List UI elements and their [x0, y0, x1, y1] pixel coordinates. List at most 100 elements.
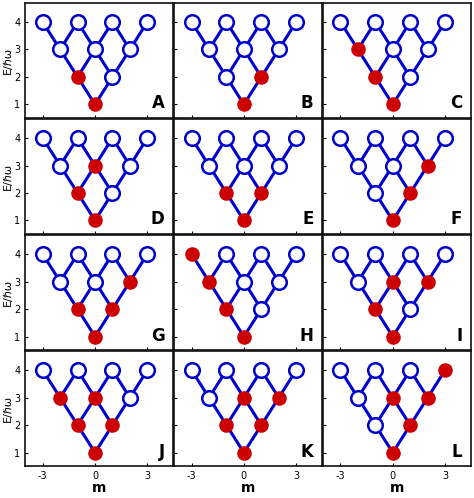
Point	[424, 277, 431, 285]
Point	[406, 73, 414, 81]
Point	[441, 134, 449, 142]
Point	[372, 73, 379, 81]
Point	[74, 366, 82, 374]
Point	[144, 250, 151, 258]
Point	[223, 189, 230, 197]
Point	[91, 333, 99, 341]
Point	[406, 189, 414, 197]
Point	[406, 250, 414, 258]
Point	[109, 189, 116, 197]
Point	[389, 277, 397, 285]
Point	[257, 366, 265, 374]
Text: D: D	[151, 211, 164, 229]
Point	[389, 217, 397, 225]
Point	[188, 250, 195, 258]
Text: G: G	[151, 327, 164, 345]
Point	[205, 277, 213, 285]
Point	[109, 421, 116, 429]
Point	[441, 366, 449, 374]
Point	[337, 250, 344, 258]
Point	[240, 101, 248, 109]
Text: I: I	[456, 327, 462, 345]
Text: F: F	[451, 211, 462, 229]
Point	[188, 18, 195, 26]
Point	[424, 45, 431, 53]
Point	[441, 250, 449, 258]
Point	[240, 449, 248, 457]
Point	[240, 217, 248, 225]
Point	[292, 18, 300, 26]
Point	[292, 134, 300, 142]
Text: E: E	[302, 211, 313, 229]
Point	[144, 18, 151, 26]
Point	[337, 366, 344, 374]
Point	[126, 161, 134, 169]
Point	[223, 250, 230, 258]
Point	[257, 73, 265, 81]
Point	[223, 366, 230, 374]
Point	[188, 134, 195, 142]
Point	[240, 394, 248, 402]
Point	[91, 449, 99, 457]
Point	[406, 421, 414, 429]
Point	[205, 45, 213, 53]
Point	[109, 366, 116, 374]
Point	[223, 18, 230, 26]
Text: A: A	[152, 95, 164, 113]
Point	[205, 161, 213, 169]
Y-axis label: E/ℏω: E/ℏω	[3, 47, 13, 74]
Point	[406, 366, 414, 374]
Point	[424, 161, 431, 169]
Point	[91, 45, 99, 53]
Point	[337, 18, 344, 26]
Point	[223, 305, 230, 313]
Point	[389, 333, 397, 341]
Text: K: K	[301, 443, 313, 461]
Point	[126, 45, 134, 53]
Point	[126, 277, 134, 285]
Point	[275, 277, 283, 285]
Point	[257, 18, 265, 26]
Point	[406, 18, 414, 26]
Point	[74, 18, 82, 26]
Point	[389, 394, 397, 402]
Point	[240, 45, 248, 53]
Point	[188, 366, 195, 374]
Point	[39, 18, 46, 26]
Point	[406, 134, 414, 142]
Point	[372, 421, 379, 429]
Point	[389, 161, 397, 169]
Point	[389, 101, 397, 109]
Point	[144, 134, 151, 142]
Point	[240, 277, 248, 285]
Point	[240, 333, 248, 341]
Point	[56, 45, 64, 53]
Point	[240, 161, 248, 169]
Point	[109, 134, 116, 142]
Point	[74, 250, 82, 258]
Point	[372, 305, 379, 313]
Point	[109, 18, 116, 26]
Point	[372, 134, 379, 142]
Point	[275, 161, 283, 169]
Text: C: C	[450, 95, 462, 113]
Point	[56, 161, 64, 169]
Point	[223, 73, 230, 81]
Point	[354, 45, 362, 53]
Point	[292, 366, 300, 374]
Point	[109, 73, 116, 81]
Point	[91, 217, 99, 225]
Point	[424, 394, 431, 402]
Point	[354, 277, 362, 285]
Text: L: L	[452, 443, 462, 461]
Point	[74, 73, 82, 81]
Point	[109, 305, 116, 313]
Point	[406, 305, 414, 313]
Point	[257, 305, 265, 313]
Y-axis label: E/ℏω: E/ℏω	[3, 395, 13, 422]
Point	[39, 366, 46, 374]
Point	[56, 277, 64, 285]
Point	[74, 189, 82, 197]
Y-axis label: E/ℏω: E/ℏω	[3, 279, 13, 306]
Text: H: H	[300, 327, 313, 345]
